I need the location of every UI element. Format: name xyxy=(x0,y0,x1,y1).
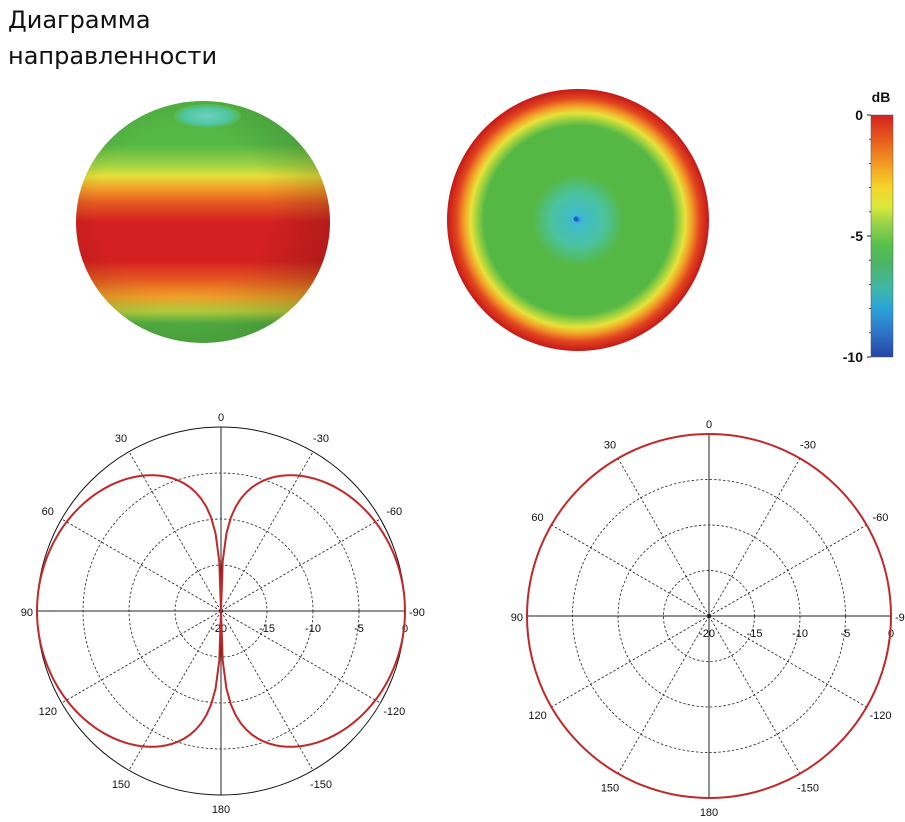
polar-angle-label: 120 xyxy=(528,710,546,722)
polar-angle-label: -60 xyxy=(873,512,889,524)
polar-radial-label: -15 xyxy=(747,628,763,640)
polar-series-line xyxy=(526,433,892,799)
polar-angle-label: -60 xyxy=(386,506,402,518)
polar-angle-label: -90 xyxy=(895,612,905,624)
page-title-line-1: Диаграмма xyxy=(8,6,151,34)
polar-grid-spoke xyxy=(617,458,710,617)
polar-angle-label: 30 xyxy=(115,433,127,445)
polar-grid-spoke xyxy=(708,615,801,774)
polar-grid-spoke xyxy=(551,524,710,617)
polar-angle-label: 60 xyxy=(42,506,54,518)
colorbar: dB 0 -5 -10 xyxy=(843,89,894,365)
polar-angle-label: -150 xyxy=(310,779,332,791)
polar-grid-spoke xyxy=(61,610,222,704)
polar-grid-spoke xyxy=(61,518,222,612)
polar-angle-label: 0 xyxy=(218,412,224,424)
sphere-side-shade xyxy=(76,101,330,343)
polar-angle-label: -30 xyxy=(800,440,816,452)
polar-angle-label: 180 xyxy=(700,807,718,819)
sphere-side-view xyxy=(76,101,330,343)
polar-plot-left: 0 -30 -60 -90 -120 -150 180 150 120 90 60 30 -20 -15 -… xyxy=(21,412,425,816)
polar-angle-label: -150 xyxy=(797,782,819,794)
polar-angle-label: -120 xyxy=(383,706,405,718)
polar-radial-label: 0 xyxy=(402,623,408,635)
polar-angle-label: 90 xyxy=(21,607,33,619)
sphere-side-top-spot xyxy=(173,104,241,128)
polar-angle-label: 150 xyxy=(112,779,130,791)
polar-grid-spoke xyxy=(617,615,710,774)
polar-angle-label: 60 xyxy=(531,512,543,524)
polar-angle-label: 30 xyxy=(604,440,616,452)
polar-radial-label: -5 xyxy=(841,628,851,640)
page-title: Диаграмма направленности xyxy=(8,2,308,74)
colorbar-unit: dB xyxy=(872,89,891,105)
polar-plot-right: 0 -30 -60 -90 -120 -150 180 150 120 90 60 30 -20 -15 -… xyxy=(511,419,905,819)
polar-angle-label: 120 xyxy=(39,706,57,718)
polar-grid-spoke xyxy=(220,610,381,704)
polar-grid-spoke xyxy=(220,451,314,612)
polar-grid-spoke xyxy=(708,524,867,617)
page-title-line-2: направленности xyxy=(8,42,218,70)
polar-grid-spoke xyxy=(708,458,801,617)
polar-series-line xyxy=(35,474,407,748)
polar-radial-label: -15 xyxy=(259,623,275,635)
polar-radial-label: -5 xyxy=(354,623,364,635)
colorbar-tick-label: -5 xyxy=(851,228,864,244)
polar-grid-spoke xyxy=(220,518,381,612)
polar-angle-label: 150 xyxy=(601,782,619,794)
polar-grid-spoke xyxy=(551,615,710,708)
polar-radial-label: -20 xyxy=(699,628,715,640)
polar-grid-spoke xyxy=(708,615,867,708)
polar-radial-label: -20 xyxy=(211,623,227,635)
colorbar-tick-label: -10 xyxy=(843,349,863,365)
sphere-top-center-spot xyxy=(573,216,579,222)
polar-grid-spoke xyxy=(220,610,314,771)
polar-radial-label: -10 xyxy=(792,628,808,640)
polar-grid-spoke xyxy=(128,610,222,771)
colorbar-gradient xyxy=(870,114,894,358)
polar-angle-label: -30 xyxy=(313,433,329,445)
polar-angle-label: 90 xyxy=(511,612,523,624)
polar-radial-label: -10 xyxy=(305,623,321,635)
polar-angle-label: -120 xyxy=(869,710,891,722)
colorbar-tick-label: 0 xyxy=(855,107,863,123)
polar-angle-label: 0 xyxy=(706,419,712,431)
polar-grid-spoke xyxy=(128,451,222,612)
polar-angle-label: -90 xyxy=(409,607,425,619)
sphere-top-view xyxy=(447,89,709,351)
polar-angle-label: 180 xyxy=(212,804,230,816)
